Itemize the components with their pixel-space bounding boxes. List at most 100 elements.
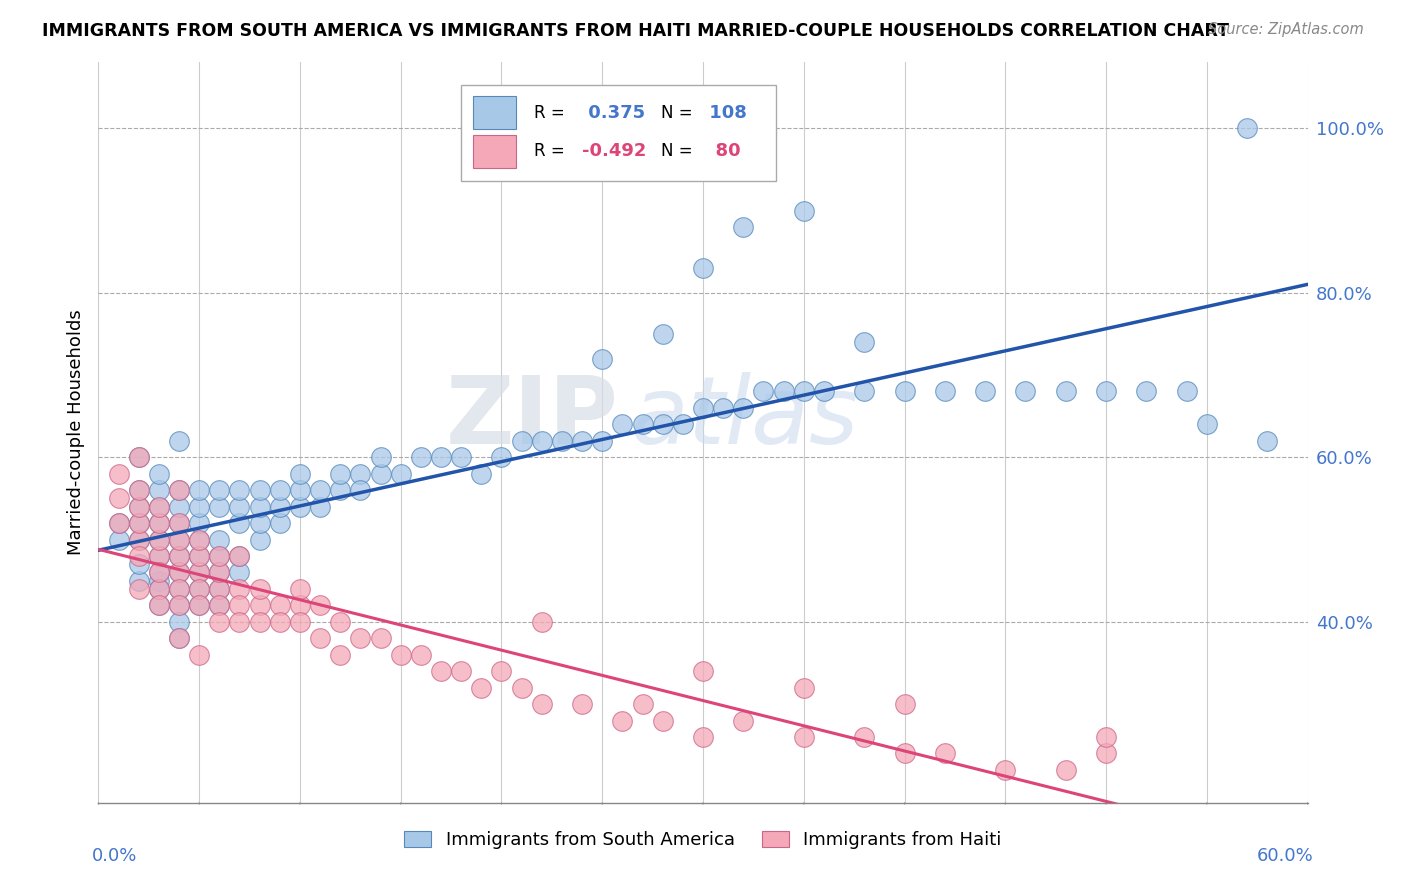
Point [853,730,876,744]
Point [1236,121,1258,136]
Point [470,467,492,481]
Point [631,697,654,711]
Point [188,483,211,498]
Point [329,483,352,498]
Point [551,434,574,448]
Point [309,500,332,514]
Point [188,500,211,514]
Point [148,574,170,588]
Point [692,730,714,744]
Point [288,582,311,596]
Point [148,599,170,613]
Point [530,434,553,448]
Point [148,500,170,514]
Point [148,500,170,514]
Point [208,549,231,563]
Point [167,516,190,530]
Point [853,384,876,399]
Point [249,599,271,613]
Point [228,500,250,514]
Point [470,681,492,695]
Point [128,516,150,530]
Point [651,326,673,341]
Point [752,384,775,399]
Point [148,582,170,596]
Point [167,533,190,547]
Point [309,483,332,498]
Point [571,434,593,448]
Point [107,467,129,481]
Point [188,582,211,596]
Point [370,467,392,481]
Point [288,599,311,613]
Point [128,558,150,572]
Point [128,450,150,465]
Text: R =: R = [534,143,564,161]
Point [893,697,915,711]
Point [148,549,170,563]
Point [491,450,513,465]
Point [288,467,311,481]
Legend: Immigrants from South America, Immigrants from Haiti: Immigrants from South America, Immigrant… [396,824,1010,856]
Point [188,549,211,563]
Point [591,434,613,448]
Text: N =: N = [661,143,692,161]
Point [249,615,271,629]
Point [128,533,150,547]
Point [249,483,271,498]
Point [1256,434,1278,448]
Point [409,450,432,465]
Point [188,599,211,613]
Point [167,566,190,580]
Point [107,516,129,530]
Point [430,664,453,678]
Point [188,599,211,613]
Point [309,599,332,613]
Point [1054,384,1077,399]
Text: R =: R = [534,103,564,122]
Point [167,599,190,613]
Point [450,664,472,678]
Point [288,615,311,629]
Point [128,483,150,498]
Point [612,417,634,432]
Point [269,516,291,530]
Point [530,615,553,629]
Text: 0.0%: 0.0% [93,847,138,865]
Text: 0.375: 0.375 [582,103,645,122]
Point [148,467,170,481]
Point [591,351,613,366]
Point [208,615,231,629]
Point [208,566,231,580]
Point [148,566,170,580]
FancyBboxPatch shape [474,135,516,168]
Point [1195,417,1218,432]
Point [249,582,271,596]
Point [167,483,190,498]
Point [1095,747,1118,761]
Point [934,384,956,399]
Point [208,582,231,596]
Point [228,582,250,596]
Point [249,533,271,547]
Point [813,384,835,399]
Point [1095,730,1118,744]
Point [128,574,150,588]
Point [228,549,250,563]
Point [269,500,291,514]
Point [128,516,150,530]
Point [188,549,211,563]
Point [107,516,129,530]
Point [793,384,815,399]
Point [288,483,311,498]
Point [1095,384,1118,399]
Point [530,697,553,711]
Text: 108: 108 [703,103,747,122]
Point [893,747,915,761]
Text: Source: ZipAtlas.com: Source: ZipAtlas.com [1208,22,1364,37]
Point [510,434,533,448]
Point [167,516,190,530]
Text: ZIP: ZIP [446,372,619,464]
Point [450,450,472,465]
Point [329,648,352,662]
